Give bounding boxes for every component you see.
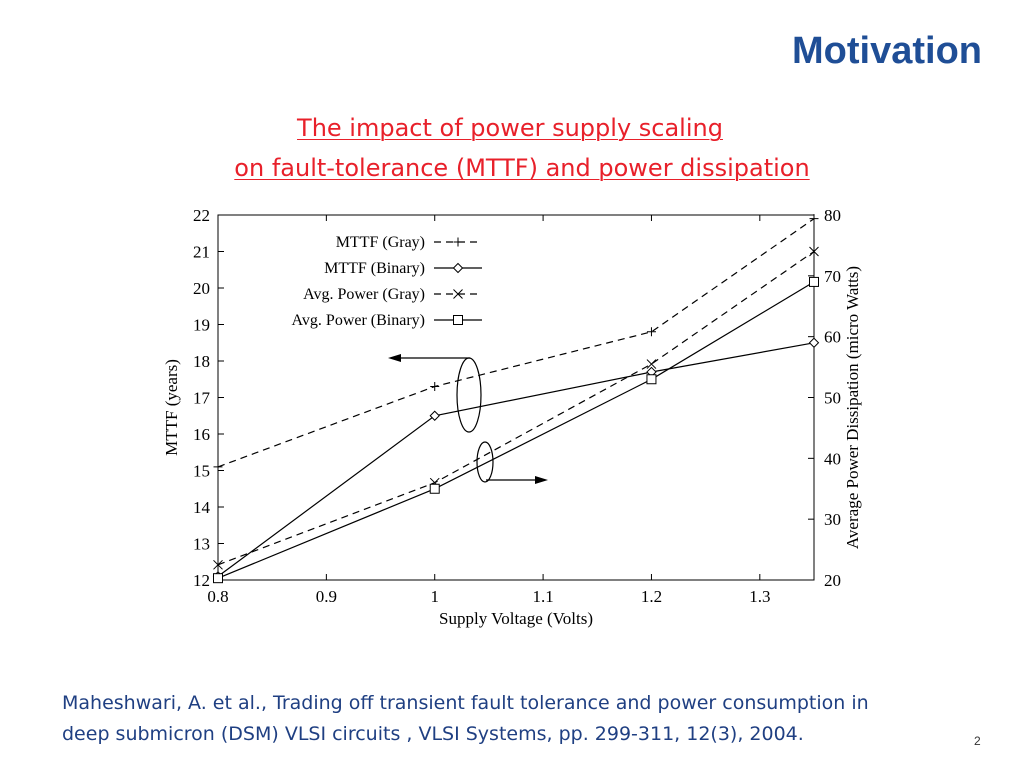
data-point-series-1	[808, 337, 820, 348]
y-tick-label: 14	[193, 498, 211, 517]
data-point-series-0	[646, 327, 656, 337]
page-number: 2	[974, 734, 981, 748]
x-axis-label: Supply Voltage (Volts)	[439, 609, 593, 628]
citation: Maheshwari, A. et al., Trading off trans…	[62, 688, 982, 750]
x-tick-label: 1.3	[749, 587, 770, 606]
legend-label: Avg. Power (Binary)	[292, 312, 425, 329]
subtitle-line-1-text: The impact of power supply scaling	[297, 114, 723, 142]
subtitle-line-2: on fault-tolerance (MTTF) and power diss…	[10, 148, 1024, 188]
mttf-group-ellipse	[456, 357, 482, 433]
citation-line-1: Maheshwari, A. et al., Trading off trans…	[62, 692, 869, 714]
series-line-2	[217, 251, 815, 566]
legend-label: Avg. Power (Gray)	[303, 286, 425, 303]
legend-swatch-marker	[452, 262, 464, 274]
y-tick-label: 15	[193, 462, 210, 481]
series-line-0	[217, 218, 815, 468]
y2-tick-label: 40	[824, 449, 841, 468]
y-tick-label: 19	[193, 316, 210, 335]
slide-title: Motivation	[792, 30, 982, 72]
x-tick-label: 1.2	[641, 587, 662, 606]
x-tick-label: 1	[430, 587, 439, 606]
data-point-series-2	[809, 246, 819, 257]
plot-frame	[217, 214, 815, 581]
x-tick-label: 1.1	[532, 587, 553, 606]
series-line-1	[217, 342, 815, 577]
y-axis-label: MTTF (years)	[162, 359, 181, 456]
power-group-ellipse	[476, 441, 494, 483]
y2-tick-label: 60	[824, 328, 841, 347]
data-point-series-0	[430, 382, 440, 392]
y-tick-label: 21	[193, 243, 210, 262]
data-point-series-3	[429, 483, 440, 494]
y2-tick-label: 80	[824, 206, 841, 225]
y-tick-label: 13	[193, 535, 210, 554]
legend-label: MTTF (Gray)	[336, 234, 425, 251]
legend-swatch-marker	[453, 315, 463, 325]
data-point-series-1	[429, 410, 440, 421]
y-tick-label: 16	[193, 425, 210, 444]
mttf-arrow-head	[388, 354, 401, 362]
subtitle-line-2-text: on fault-tolerance (MTTF) and power diss…	[234, 154, 810, 182]
y2-axis-label: Average Power Dissipation (micro Watts)	[843, 266, 862, 549]
x-tick-label: 0.9	[316, 587, 337, 606]
power-arrow-head	[535, 476, 548, 484]
y-tick-label: 17	[193, 389, 211, 408]
y-tick-label: 12	[193, 571, 210, 590]
data-point-series-3	[646, 374, 657, 385]
legend-swatch-marker	[453, 237, 463, 247]
legend-label: MTTF (Binary)	[324, 260, 425, 277]
mttf-power-chart: 0.8 0.9 1 1.1 1.2 1.3 12 13 14 15 16 17 18 19 20 21 22 20…	[162, 206, 862, 628]
y2-tick-label: 30	[824, 510, 841, 529]
data-point-series-0	[809, 214, 819, 224]
subtitle-line-1: The impact of power supply scaling	[0, 108, 1022, 148]
y2-tick-label: 50	[824, 389, 841, 408]
data-point-series-3	[213, 573, 223, 584]
data-point-series-3	[809, 276, 819, 287]
y2-tick-label: 70	[824, 267, 841, 286]
y-tick-label: 20	[193, 279, 210, 298]
citation-line-2: deep submicron (DSM) VLSI circuits , VLS…	[62, 723, 804, 745]
y-tick-label: 22	[193, 206, 210, 225]
x-tick-label: 0.8	[207, 587, 228, 606]
legend-swatch-marker	[453, 289, 463, 299]
data-point-series-2	[646, 359, 657, 369]
series-line-3	[217, 281, 815, 579]
data-point-series-2	[213, 559, 223, 570]
y2-tick-label: 20	[824, 571, 841, 590]
y-tick-label: 18	[193, 352, 210, 371]
data-point-series-0	[213, 462, 223, 472]
